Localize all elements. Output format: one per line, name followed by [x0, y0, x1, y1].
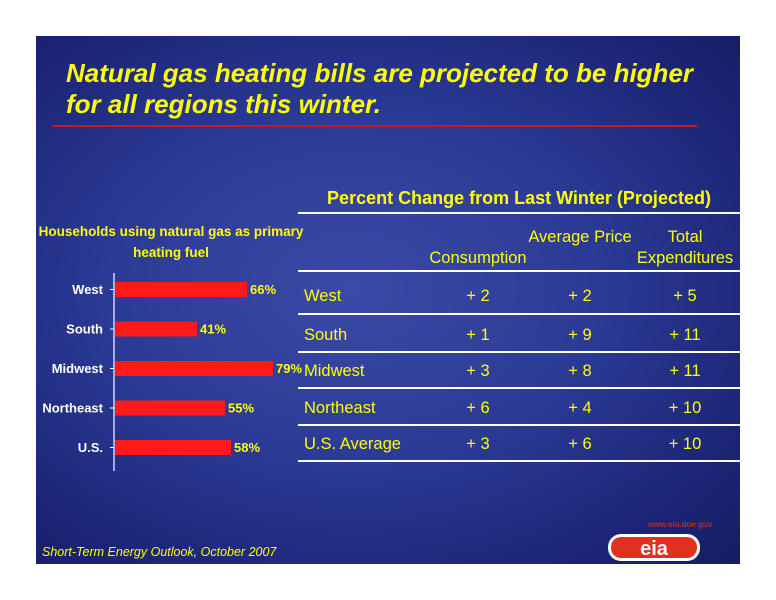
table-rule-row — [298, 351, 740, 353]
cell-south-expenditures: + 11 — [669, 326, 701, 344]
cell-midwest-consumption: + 3 — [466, 362, 490, 380]
households-bar-chart: West 66% South 41% Midwest 79% Northeast 55% U.S… — [42, 273, 302, 471]
cell-midwest-price: + 8 — [568, 362, 592, 380]
cell-us-expenditures: + 10 — [668, 435, 702, 453]
cell-northeast-expenditures: + 10 — [668, 399, 702, 417]
data-label-south: 41% — [200, 322, 226, 337]
cell-west-expenditures: + 5 — [673, 287, 697, 305]
category-label-west: West — [72, 282, 103, 297]
bar-u-s — [115, 440, 231, 455]
bar-northeast — [115, 400, 225, 416]
row-region-west: West — [304, 287, 342, 305]
table-rule-row — [298, 387, 740, 389]
table-rule-row — [298, 424, 740, 426]
category-label-midwest: Midwest — [52, 361, 104, 376]
bar-west — [115, 282, 247, 297]
row-region-south: South — [304, 326, 348, 344]
row-region-midwest: Midwest — [304, 362, 365, 380]
source-note: Short-Term Energy Outlook, October 2007 — [42, 545, 277, 559]
row-region-northeast: Northeast — [304, 399, 376, 417]
cell-us-consumption: + 3 — [466, 435, 490, 453]
chart-title: Households using natural gas as primary … — [38, 224, 304, 260]
col-header-average-price: Average Price — [528, 228, 632, 246]
data-label-midwest: 79% — [276, 361, 302, 376]
bar-south — [115, 321, 197, 337]
table-rule-bottom — [298, 460, 740, 462]
title-underline — [52, 125, 697, 127]
data-label-u-s: 58% — [234, 440, 260, 455]
data-label-west: 66% — [250, 282, 276, 297]
category-label-northeast: Northeast — [42, 401, 103, 416]
cell-west-consumption: + 2 — [466, 287, 490, 305]
cell-northeast-price: + 4 — [568, 399, 592, 417]
cell-northeast-consumption: + 6 — [466, 399, 490, 417]
cell-south-price: + 9 — [568, 326, 592, 344]
row-region-us-average: U.S. Average — [304, 435, 401, 453]
eia-logo[interactable]: www.eia.doe.gov eia — [604, 512, 740, 564]
eia-url-text: www.eia.doe.gov — [647, 519, 713, 529]
bar-midwest — [115, 361, 273, 376]
category-label-south: South — [66, 322, 103, 337]
table-rule-row — [298, 313, 740, 315]
cell-west-price: + 2 — [568, 287, 592, 305]
cell-south-consumption: + 1 — [466, 326, 490, 344]
col-header-total-expenditures: Total Expenditures — [636, 228, 734, 267]
cell-midwest-expenditures: + 11 — [669, 362, 701, 380]
table-title: Percent Change from Last Winter (Project… — [327, 188, 711, 208]
eia-logo-inner — [611, 537, 697, 558]
slide-title: Natural gas heating bills are projected … — [66, 58, 694, 119]
table-rule-header — [298, 270, 740, 272]
table-rule-top — [298, 212, 740, 214]
data-label-northeast: 55% — [228, 401, 254, 416]
cell-us-price: + 6 — [568, 435, 592, 453]
slide: Natural gas heating bills are projected … — [36, 36, 740, 564]
col-header-consumption: Consumption — [429, 249, 527, 267]
eia-logo-text: eia — [640, 538, 669, 560]
category-label-u-s: U.S. — [78, 440, 103, 455]
